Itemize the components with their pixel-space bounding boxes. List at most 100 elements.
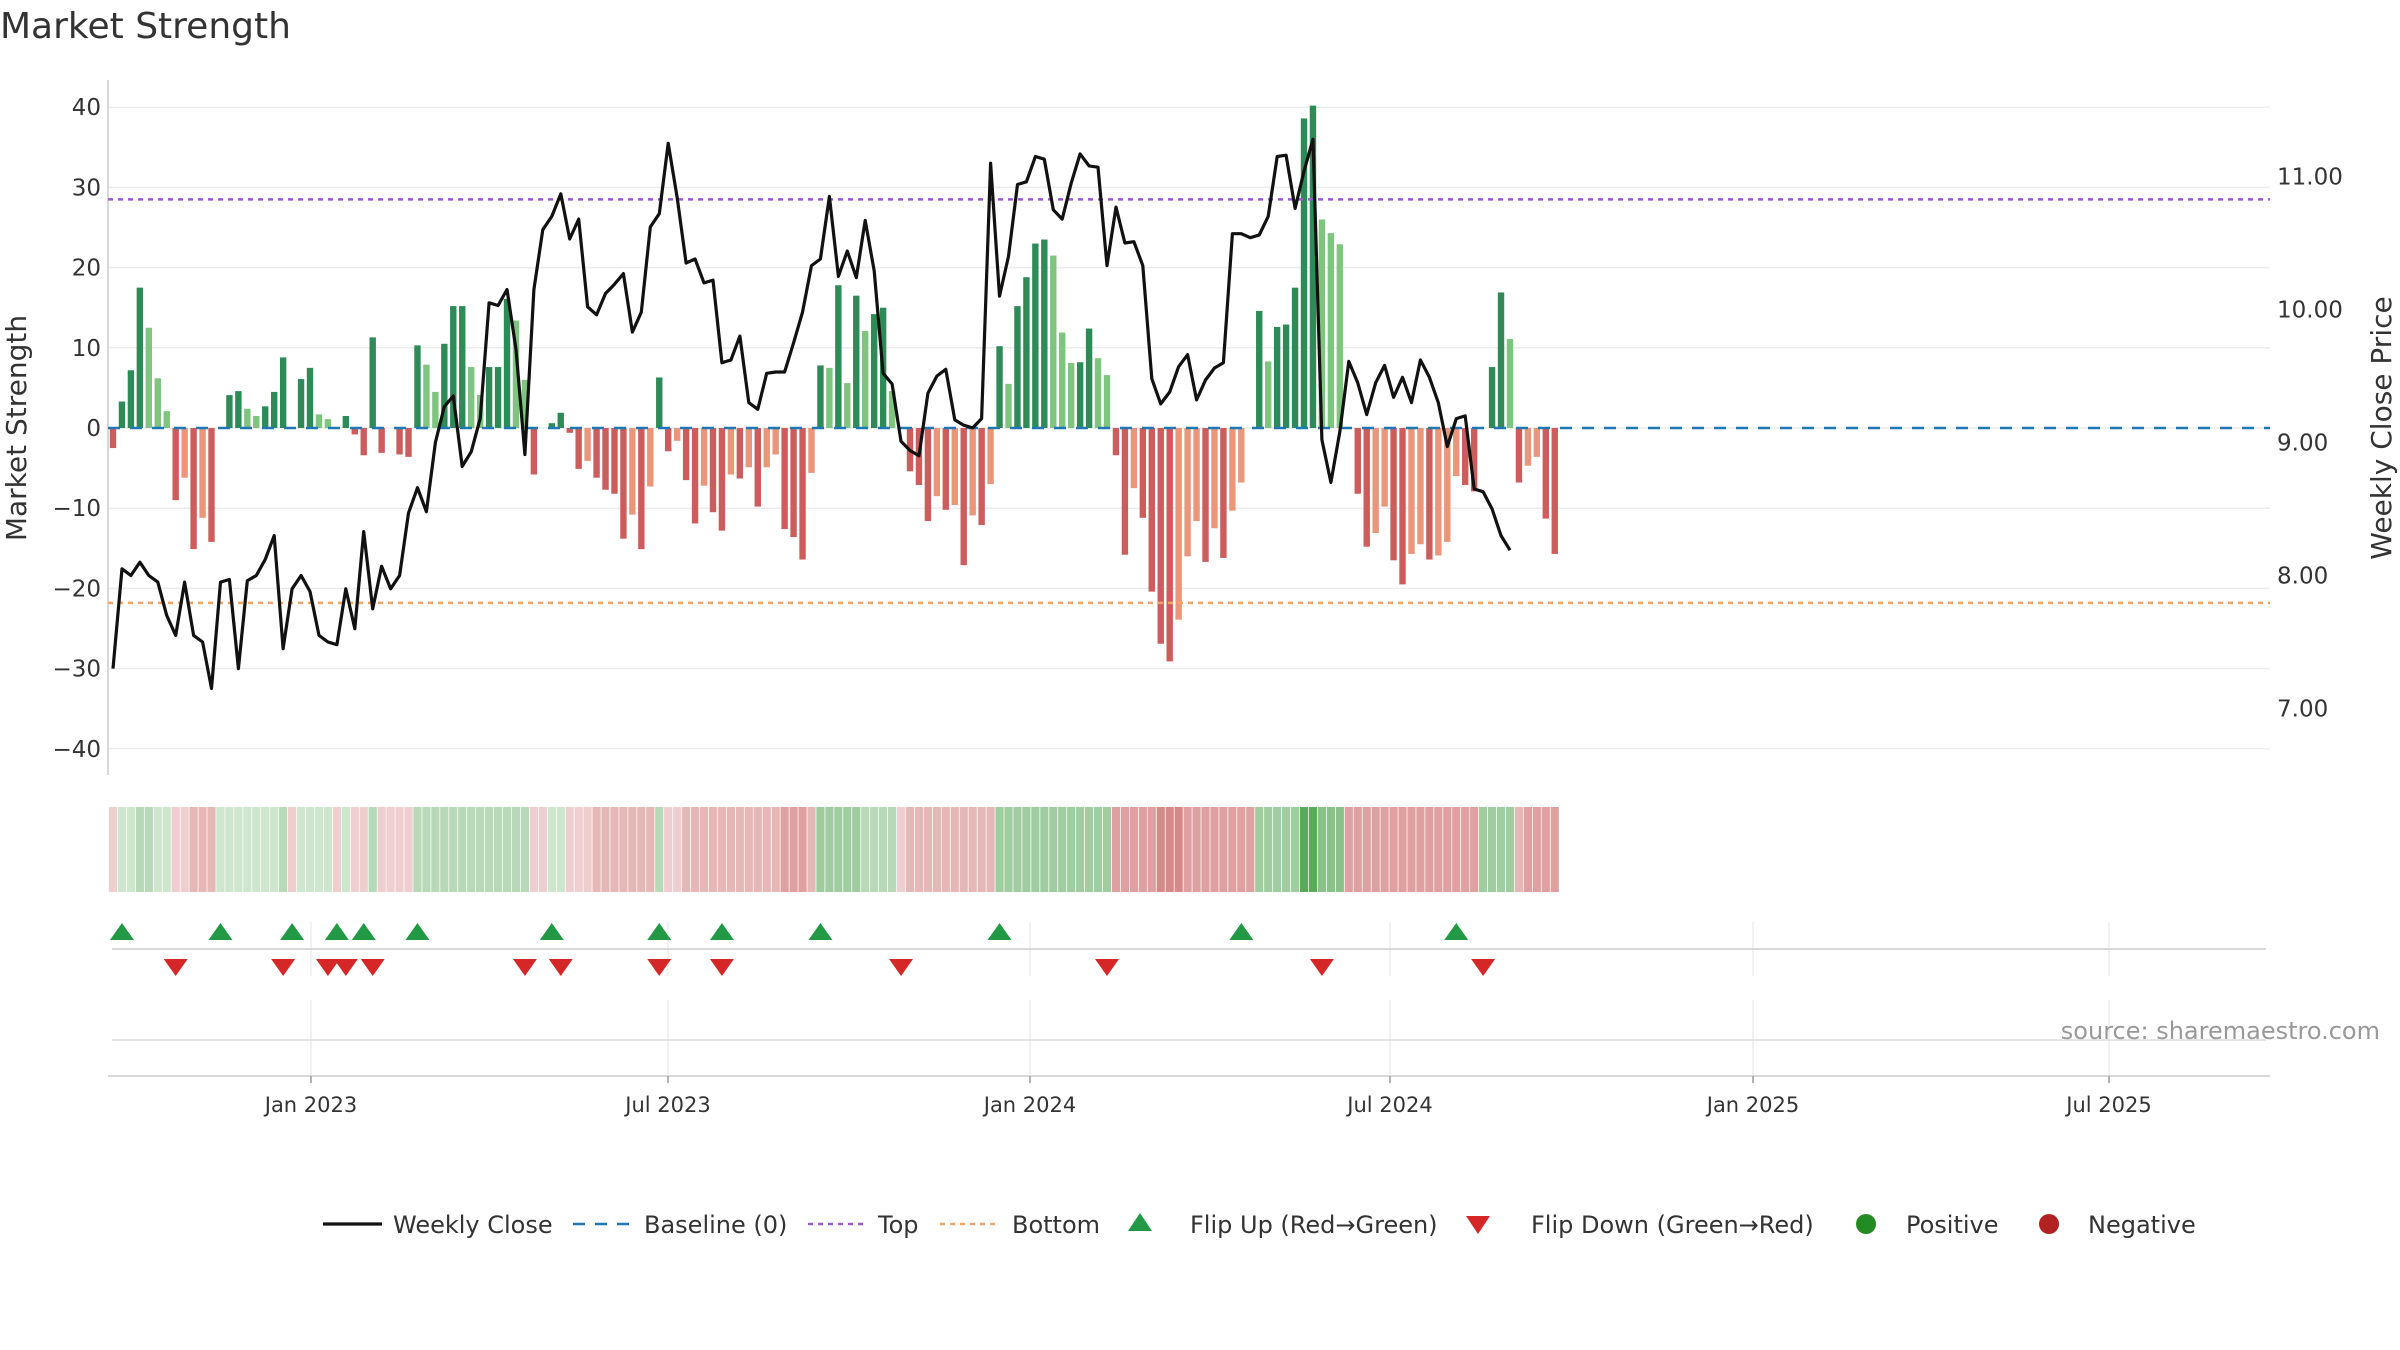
strength-bar: [244, 408, 251, 428]
band-cell: [323, 807, 333, 892]
strength-bar: [1453, 428, 1460, 477]
triangle-up-icon: [1128, 1213, 1152, 1231]
strength-bar: [888, 391, 896, 428]
strength-bar: [270, 391, 278, 428]
x-tick-label: Jul 2025: [2064, 1093, 2151, 1117]
band-cell: [601, 807, 610, 892]
strength-bar: [360, 428, 367, 456]
band-cell: [350, 807, 359, 892]
strength-bar: [369, 337, 376, 428]
strength-bar: [136, 287, 144, 428]
band-cell: [1201, 807, 1210, 892]
band-cell: [1156, 807, 1165, 892]
strength-bar: [754, 428, 761, 507]
band-cell: [610, 807, 619, 892]
strength-bar: [414, 345, 421, 428]
y2-tick-label: 7.00: [2277, 697, 2328, 723]
band-cell: [243, 807, 252, 892]
strength-bar: [566, 428, 573, 433]
strength-bar: [315, 414, 323, 428]
strength-bar: [835, 285, 842, 428]
strength-bar: [1050, 255, 1057, 428]
y-tick-label: −20: [52, 576, 101, 602]
strength-bar: [1175, 428, 1182, 620]
strength-bar: [745, 428, 753, 468]
strength-bar: [342, 415, 350, 428]
flip-down-marker: [333, 959, 358, 976]
y-axis-left-ticks: 40 30 20 10 0 −10 −20 −30 −40: [52, 95, 101, 763]
band-cell: [1093, 807, 1103, 892]
strength-bar: [1542, 428, 1549, 519]
band-cell: [798, 807, 807, 892]
flip-down-marker: [889, 959, 914, 976]
band-cell: [1084, 807, 1094, 892]
strength-bar: [190, 428, 197, 550]
band-cell: [1165, 807, 1174, 892]
strength-bar: [1112, 428, 1120, 456]
legend-item-negative: Negative: [2039, 1211, 2196, 1239]
y-tick-label: −40: [52, 737, 101, 763]
strength-bar: [548, 423, 555, 428]
strength-bar: [1372, 428, 1379, 534]
strength-bar: [1076, 362, 1084, 428]
strength-bar: [1318, 219, 1326, 428]
strength-bar: [1032, 243, 1039, 428]
y-tick-label: −30: [52, 657, 101, 683]
strength-bar: [1488, 367, 1496, 428]
strength-bar: [978, 428, 985, 526]
strength-bar: [503, 298, 511, 428]
strength-bar: [1238, 428, 1245, 483]
flip-up-marker: [987, 923, 1012, 940]
strength-bar: [763, 428, 770, 468]
band-cell: [117, 807, 127, 892]
band-cell: [950, 807, 959, 892]
band-cell: [135, 807, 144, 892]
strength-bar: [960, 428, 967, 566]
y-tick-label: −10: [52, 496, 101, 522]
legend-item-positive: Positive: [1856, 1211, 1999, 1239]
band-cell: [1058, 807, 1067, 892]
band-cell: [1479, 807, 1488, 892]
strength-bar: [575, 428, 582, 469]
y-tick-label: 0: [86, 416, 101, 442]
band-cell: [762, 807, 771, 892]
strength-bar: [279, 357, 287, 428]
strength-bar: [1282, 324, 1290, 428]
band-cell: [565, 807, 574, 892]
strength-bar: [647, 428, 654, 487]
strength-bar: [700, 428, 708, 486]
strength-bar: [584, 428, 591, 461]
dot-icon: [2039, 1214, 2059, 1234]
band-cell: [252, 807, 261, 892]
strength-bar: [1444, 428, 1451, 542]
flip-panel-grid: [310, 922, 2110, 1076]
band-cell: [923, 807, 933, 892]
strength-bar: [1041, 239, 1048, 428]
flip-down-marker: [1471, 959, 1496, 976]
strength-bar: [1363, 428, 1370, 547]
strength-bar: [629, 428, 636, 515]
band-cell: [422, 807, 431, 892]
band-cell: [1264, 807, 1273, 892]
y-axis-right-ticks: 11.00 10.00 9.00 8.00 7.00: [2277, 165, 2343, 723]
strength-bar: [1524, 428, 1532, 466]
band-cell: [574, 807, 583, 892]
band-cell: [1183, 807, 1192, 892]
band-cell: [1219, 807, 1228, 892]
strength-bar: [1470, 428, 1478, 492]
band-cell: [771, 807, 780, 892]
band-cell: [144, 807, 153, 892]
band-cell: [1111, 807, 1121, 892]
band-cell: [1228, 807, 1237, 892]
band-cell: [932, 807, 941, 892]
y2-axis-label: Weekly Close Price: [2365, 296, 2398, 559]
band-cell: [1496, 807, 1506, 892]
band-cell: [1443, 807, 1452, 892]
band-cell: [1398, 807, 1407, 892]
strength-bar: [1085, 328, 1093, 428]
strength-bar: [709, 428, 717, 513]
band-cell: [502, 807, 512, 892]
band-cell: [717, 807, 727, 892]
band-cell: [1174, 807, 1183, 892]
strength-bar: [494, 367, 502, 428]
